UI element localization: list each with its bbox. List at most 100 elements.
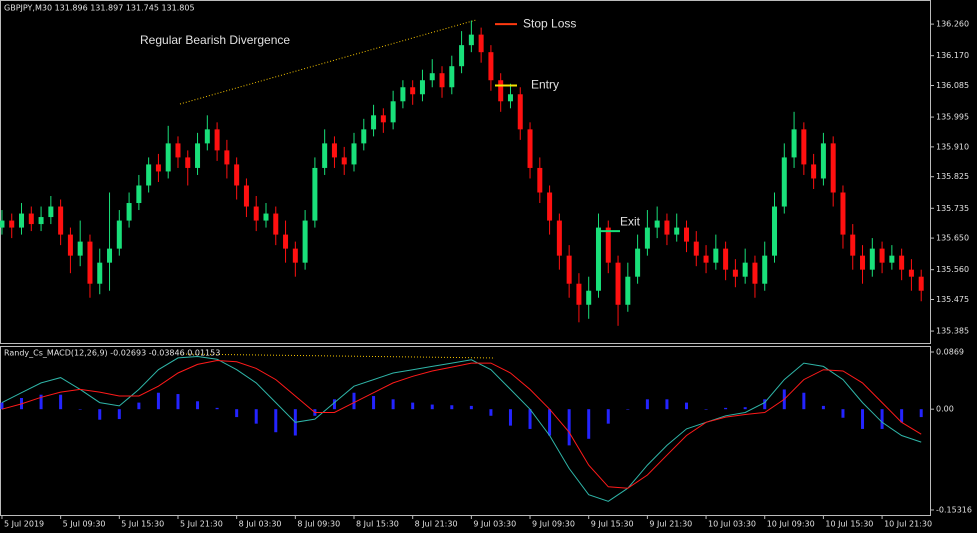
candle-body — [292, 248, 298, 263]
histogram-bar — [137, 402, 141, 410]
histogram-bar — [763, 399, 767, 410]
histogram-bar — [684, 402, 688, 410]
candle-body — [380, 115, 386, 123]
x-tick-label: 8 Jul 21:30 — [415, 520, 458, 529]
y-tick-label: 135.735 — [936, 204, 969, 213]
histogram-bar — [821, 405, 825, 410]
candle-body — [615, 262, 621, 305]
candle-body — [331, 143, 337, 158]
y-tick-label: 136.260 — [936, 20, 969, 29]
y-tick-label: 0.00 — [936, 405, 954, 414]
histogram-bar — [548, 409, 552, 436]
annotation: Regular Bearish Divergence — [140, 33, 290, 47]
candle-body — [28, 213, 34, 225]
candle-body — [38, 217, 44, 225]
histogram-bar — [235, 409, 239, 418]
candle-body — [801, 129, 807, 165]
candle-body — [595, 227, 601, 291]
candle-body — [195, 143, 201, 168]
candle-body — [918, 276, 924, 291]
candle-body — [439, 73, 445, 88]
candle-body — [283, 234, 289, 249]
y-tick-label: 135.825 — [936, 172, 969, 181]
candle-body — [0, 220, 5, 228]
candle-body — [429, 73, 435, 81]
candle-body — [537, 167, 543, 193]
candle-body — [605, 227, 611, 263]
histogram-bar — [724, 407, 728, 410]
x-tick-label: 9 Jul 09:30 — [532, 520, 575, 529]
level-label: Exit — [620, 214, 641, 228]
candle-body — [9, 220, 15, 228]
histogram-bar — [430, 404, 434, 410]
histogram-bar — [861, 409, 865, 429]
candle-body — [410, 87, 416, 95]
indicator-line — [1, 359, 922, 489]
histogram-bar — [919, 409, 923, 418]
macd-panel-frame — [0, 346, 931, 516]
y-tick-label: 136.085 — [936, 81, 969, 90]
histogram-bar — [587, 409, 591, 439]
candle-body — [126, 203, 132, 221]
candle-body — [67, 234, 73, 256]
candle-body — [478, 34, 484, 53]
candle-body — [742, 262, 748, 277]
candle-body — [830, 143, 836, 193]
histogram-bar — [39, 394, 43, 410]
candle-body — [860, 255, 866, 270]
candle-body — [468, 34, 474, 46]
candle-body — [48, 206, 54, 218]
x-tick-label: 10 Jul 15:30 — [825, 520, 873, 529]
candle-body — [204, 129, 210, 144]
candle-body — [77, 241, 83, 256]
histogram-bar — [802, 392, 806, 410]
indicator-title: Randy_Cs_MACD(12,26,9) -0.02693 -0.03846… — [4, 349, 220, 358]
x-tick-label: 10 Jul 09:30 — [767, 520, 815, 529]
histogram-bar — [196, 401, 200, 410]
candle-body — [693, 241, 699, 256]
y-tick-label: 0.0869 — [936, 348, 964, 357]
candle-body — [752, 262, 758, 284]
level-label: Stop Loss — [523, 16, 576, 30]
histogram-bar — [332, 399, 336, 410]
candle-body — [899, 255, 905, 270]
x-tick-label: 5 Jul 09:30 — [63, 520, 106, 529]
candle-body — [820, 143, 826, 179]
divergence-line — [179, 353, 496, 359]
candle-body — [371, 115, 377, 130]
candle-body — [341, 157, 347, 165]
candle-body — [654, 220, 660, 228]
candle-body — [449, 66, 455, 88]
y-tick-label: -0.15316 — [936, 505, 972, 514]
histogram-bar — [372, 396, 376, 410]
histogram-bar — [489, 409, 493, 416]
histogram-bar — [254, 409, 258, 424]
candle-body — [19, 213, 25, 228]
candle-body — [713, 248, 719, 263]
x-tick-label: 5 Jul 2019 — [4, 520, 44, 529]
candle-body — [811, 164, 817, 179]
candle-body — [175, 143, 181, 158]
y-tick-label: 135.385 — [936, 327, 969, 336]
candle-body — [400, 87, 406, 102]
candle-body — [273, 213, 279, 235]
candle-body — [146, 164, 152, 186]
candle-body — [683, 227, 689, 242]
histogram-bar — [352, 392, 356, 410]
histogram-bar — [391, 399, 395, 410]
candle-body — [155, 164, 161, 172]
x-tick-label: 9 Jul 21:30 — [649, 520, 692, 529]
candle-body — [302, 220, 308, 263]
candle-body — [517, 94, 523, 130]
candle-body — [263, 213, 269, 221]
candle-body — [97, 262, 103, 284]
histogram-bar — [841, 409, 845, 418]
candle-body — [58, 206, 64, 235]
candle-body — [214, 129, 220, 151]
x-tick-label: 8 Jul 03:30 — [239, 520, 282, 529]
histogram-bar — [567, 409, 571, 446]
histogram-bar — [900, 409, 904, 423]
candle-body — [703, 255, 709, 263]
candle-body — [664, 220, 670, 235]
